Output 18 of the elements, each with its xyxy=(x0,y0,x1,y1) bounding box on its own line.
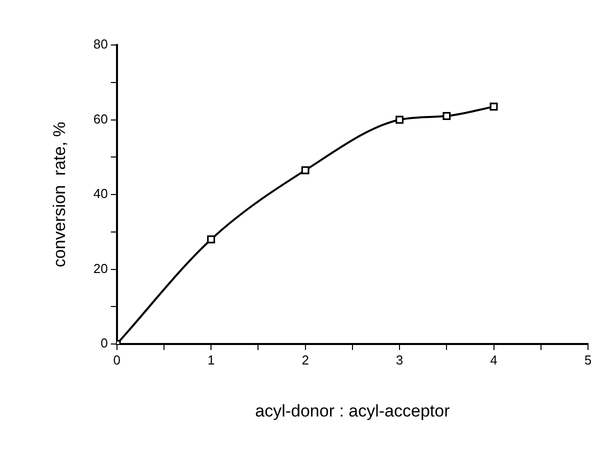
point xyxy=(301,166,310,174)
x-axis-title: acyl-donor : acyl-acceptor xyxy=(255,401,450,420)
point xyxy=(396,116,404,124)
y-tick-label: 80 xyxy=(93,36,108,52)
x-tick-label: 4 xyxy=(490,352,498,368)
y-tick-label: 0 xyxy=(100,336,108,351)
y-tick-label: 40 xyxy=(93,186,108,202)
point xyxy=(490,102,498,111)
point xyxy=(442,112,451,120)
point xyxy=(207,235,216,244)
y-tick-label: 20 xyxy=(93,260,108,276)
x-tick-label: 3 xyxy=(396,352,404,368)
y-tick-label: 60 xyxy=(93,111,108,126)
x-tick-label: 0 xyxy=(113,352,120,368)
y-axis-title: conversion rate, % xyxy=(50,122,69,268)
x-tick-label: 2 xyxy=(302,352,309,368)
x-tick-label: 5 xyxy=(584,352,592,368)
x-tick-label: 1 xyxy=(207,352,215,368)
